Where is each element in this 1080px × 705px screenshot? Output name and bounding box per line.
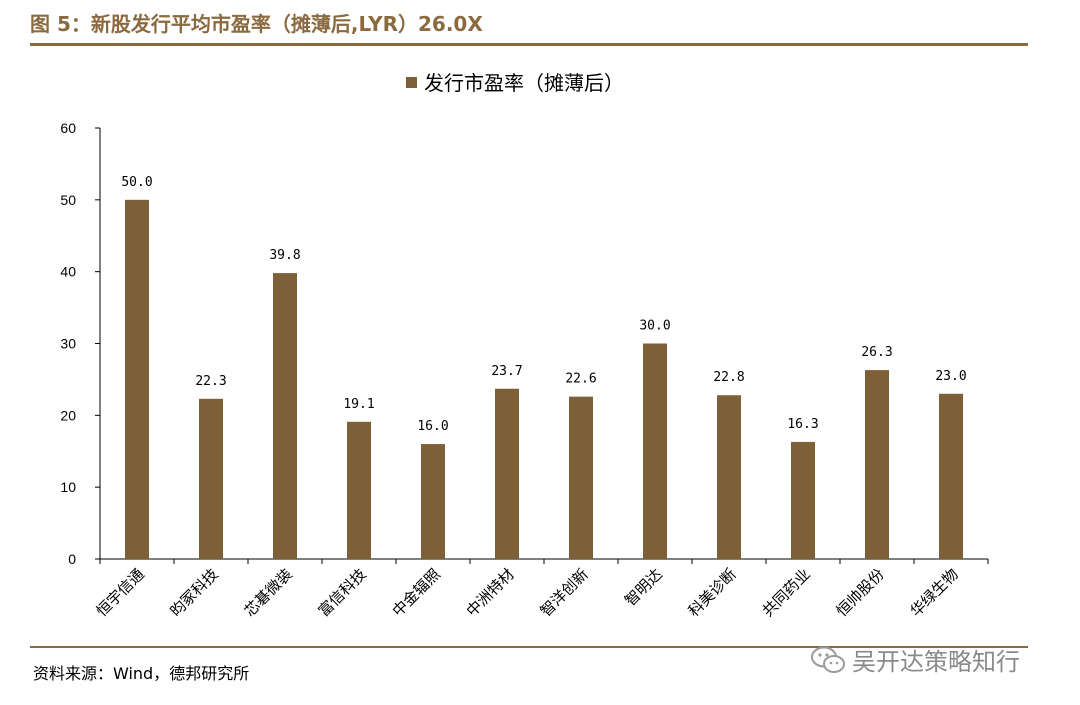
data-label: 16.0 <box>417 419 448 434</box>
data-label: 16.3 <box>787 417 818 432</box>
data-label: 30.0 <box>639 319 670 334</box>
y-tick-label: 20 <box>60 407 76 423</box>
category-label: 共同药业 <box>759 565 814 620</box>
bar <box>569 396 593 559</box>
y-tick-label: 60 <box>60 120 76 136</box>
bar <box>125 199 149 560</box>
category-label: 芯碁微装 <box>241 565 296 620</box>
category-label: 富信科技 <box>315 565 370 620</box>
category-label: 昀冢科技 <box>167 565 222 620</box>
bar <box>347 421 371 559</box>
bar <box>421 444 445 559</box>
bar <box>643 343 667 559</box>
legend-label: 发行市盈率（摊薄后） <box>424 71 624 95</box>
data-label: 26.3 <box>861 345 892 360</box>
top-rule <box>30 43 1028 46</box>
bar <box>495 388 519 559</box>
category-label: 中洲特材 <box>463 565 518 620</box>
bottom-rule <box>30 646 1028 648</box>
watermark: 吴开达策略知行 <box>810 642 1020 677</box>
category-label: 智明达 <box>621 565 666 610</box>
category-label: 恒帅股份 <box>833 565 888 620</box>
y-tick-label: 50 <box>60 192 76 208</box>
bar <box>791 441 815 559</box>
data-label: 22.6 <box>565 372 596 387</box>
category-label: 智洋创新 <box>537 565 592 620</box>
data-label: 39.8 <box>269 248 300 263</box>
watermark-text: 吴开达策略知行 <box>852 648 1020 676</box>
bar <box>273 273 297 559</box>
category-label: 中金辐照 <box>389 565 444 620</box>
source-note: 资料来源：Wind，德邦研究所 <box>33 664 250 683</box>
wechat-icon <box>811 646 845 673</box>
bar <box>717 395 741 559</box>
category-label: 华绿生物 <box>907 565 962 620</box>
data-label: 50.0 <box>121 175 152 190</box>
category-label: 恒宇信通 <box>93 565 148 620</box>
bar <box>865 370 889 559</box>
y-tick-label: 10 <box>60 479 76 495</box>
data-label: 19.1 <box>343 397 374 412</box>
data-label: 22.3 <box>195 374 226 389</box>
bar <box>199 398 223 559</box>
data-label: 22.8 <box>713 370 744 385</box>
y-tick-label: 0 <box>68 551 76 567</box>
y-tick-label: 30 <box>60 336 76 352</box>
figure-title: 图 5：新股发行平均市盈率（摊薄后,LYR）26.0X <box>30 12 483 36</box>
legend-swatch <box>406 77 417 88</box>
bar <box>939 393 963 559</box>
data-label: 23.7 <box>491 364 522 379</box>
y-tick-label: 40 <box>60 264 76 280</box>
data-label: 23.0 <box>935 369 966 384</box>
category-label: 科美诊断 <box>685 565 740 620</box>
